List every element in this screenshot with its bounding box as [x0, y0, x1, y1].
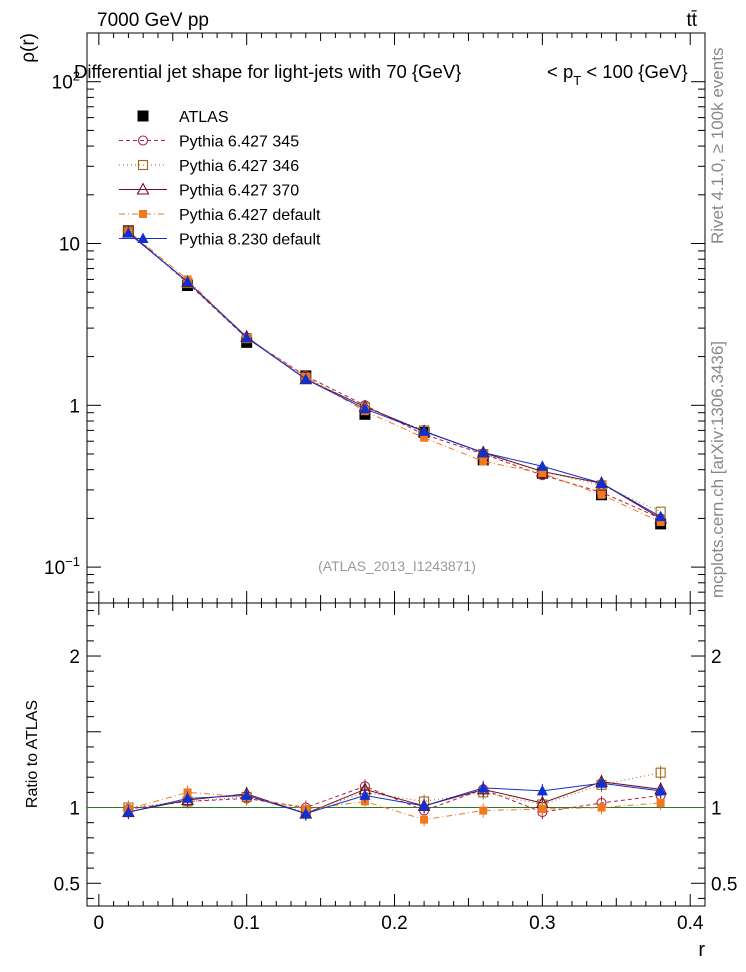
- ratio-series-pythia-6-427-default: [124, 785, 665, 827]
- x-tick-label: 0.4: [677, 913, 704, 934]
- data-point: [538, 469, 547, 478]
- ratio-point: [477, 781, 489, 793]
- ratio-point: [536, 784, 548, 796]
- series-line: [128, 230, 661, 523]
- series-line: [128, 232, 661, 519]
- ratio-y-tick-label-right: 0.5: [711, 874, 737, 895]
- x-axis-label: r: [698, 939, 705, 961]
- ratio-point: [241, 789, 253, 800]
- series-pythia-6-427-346: [123, 225, 666, 517]
- chart-title: Differential jet shape for light-jets wi…: [74, 61, 461, 82]
- x-tick-label: 0.1: [233, 913, 259, 934]
- ratio-point: [479, 806, 488, 815]
- y-tick-label: 10−1: [44, 554, 80, 579]
- y-tick-label: 10: [59, 235, 80, 256]
- data-point: [300, 373, 312, 384]
- ratio-point: [300, 807, 312, 819]
- y-axis-label: ρ(r): [18, 33, 39, 63]
- ratio-point: [596, 777, 608, 788]
- series-line: [128, 230, 661, 513]
- ratio-point: [418, 800, 430, 811]
- data-point: [656, 518, 665, 527]
- mcplots-label: mcplots.cern.ch [arXiv:1306.3436]: [708, 340, 727, 598]
- legend-label: Pythia 8.230 default: [179, 232, 321, 249]
- ratio-point: [122, 806, 134, 817]
- legend-marker: [137, 135, 149, 146]
- x-tick-label: 0: [94, 913, 105, 934]
- ratio-point: [420, 815, 429, 824]
- ratio-point: [655, 784, 667, 796]
- legend-marker: [137, 232, 149, 243]
- legend-entry: Pythia 8.230 default: [119, 232, 321, 249]
- legend-marker: [137, 159, 149, 171]
- energy-label: 7000 GeV pp: [97, 10, 209, 31]
- data-point: [536, 460, 548, 471]
- y-tick-label: 102: [52, 69, 80, 94]
- ratio-line: [128, 785, 661, 813]
- ratio-point: [538, 805, 547, 814]
- legend-entry: Pythia 6.427 346: [119, 158, 299, 175]
- legend-entry: Pythia 6.427 345: [119, 134, 299, 151]
- ratio-line: [128, 791, 661, 821]
- ratio-point: [655, 767, 666, 778]
- legend-entry: Pythia 6.427 370: [119, 182, 299, 200]
- legend-label: ATLAS: [179, 109, 229, 126]
- data-point: [241, 331, 253, 343]
- legend-marker: [137, 110, 149, 122]
- ratio-plot-frame: [86, 602, 706, 907]
- ratio-y-axis-label: Ratio to ATLAS: [24, 700, 41, 808]
- x-tick-label: 0.2: [381, 913, 407, 934]
- legend-label: Pythia 6.427 370: [179, 183, 299, 200]
- y-tick-label: 1: [69, 396, 80, 417]
- data-point: [597, 490, 606, 499]
- ratio-point: [359, 789, 371, 800]
- ratio-point: [182, 792, 194, 803]
- ratio-line: [128, 772, 661, 813]
- ratio-y-tick-label: 0.5: [54, 874, 80, 895]
- chart-title-range: < pT < 100 {GeV}: [547, 61, 688, 88]
- ratio-series-pythia-8-230-default: [122, 776, 667, 821]
- series-atlas: [122, 225, 667, 530]
- legend-label: Pythia 6.427 346: [179, 158, 299, 175]
- ratio-point: [597, 803, 606, 812]
- data-point: [418, 425, 430, 436]
- x-tick-label: 0.3: [529, 913, 555, 934]
- legend-label: Pythia 6.427 default: [179, 207, 321, 224]
- legend-entry: Pythia 6.427 default: [119, 207, 321, 224]
- legend-marker: [139, 210, 147, 218]
- data-point: [420, 433, 429, 442]
- series-pythia-8-230-default: [122, 227, 667, 522]
- legend-entry: ATLAS: [137, 109, 229, 126]
- legend-label: Pythia 6.427 345: [179, 134, 299, 151]
- series-line: [128, 230, 661, 519]
- ratio-point: [656, 798, 665, 807]
- data-point: [477, 446, 489, 458]
- ratio-y-tick-label-right: 2: [711, 647, 722, 668]
- ratio-series-pythia-6-427-346: [123, 765, 666, 820]
- ratio-y-tick-label: 1: [69, 799, 80, 820]
- data-point: [479, 457, 488, 466]
- series-line: [128, 232, 661, 518]
- process-label: tt̄: [686, 10, 697, 31]
- data-point: [182, 275, 194, 287]
- data-point: [596, 477, 608, 488]
- ratio-line: [128, 782, 661, 815]
- data-point: [655, 510, 667, 522]
- legend-marker: [136, 182, 150, 195]
- analysis-watermark: (ATLAS_2013_I1243871): [318, 558, 476, 574]
- ratio-y-tick-label: 2: [69, 647, 80, 668]
- data-point: [122, 227, 134, 238]
- rivet-label: Rivet 4.1.0, ≥ 100k events: [708, 47, 727, 244]
- data-point: [359, 402, 371, 414]
- ratio-y-tick-label-right: 1: [711, 799, 722, 820]
